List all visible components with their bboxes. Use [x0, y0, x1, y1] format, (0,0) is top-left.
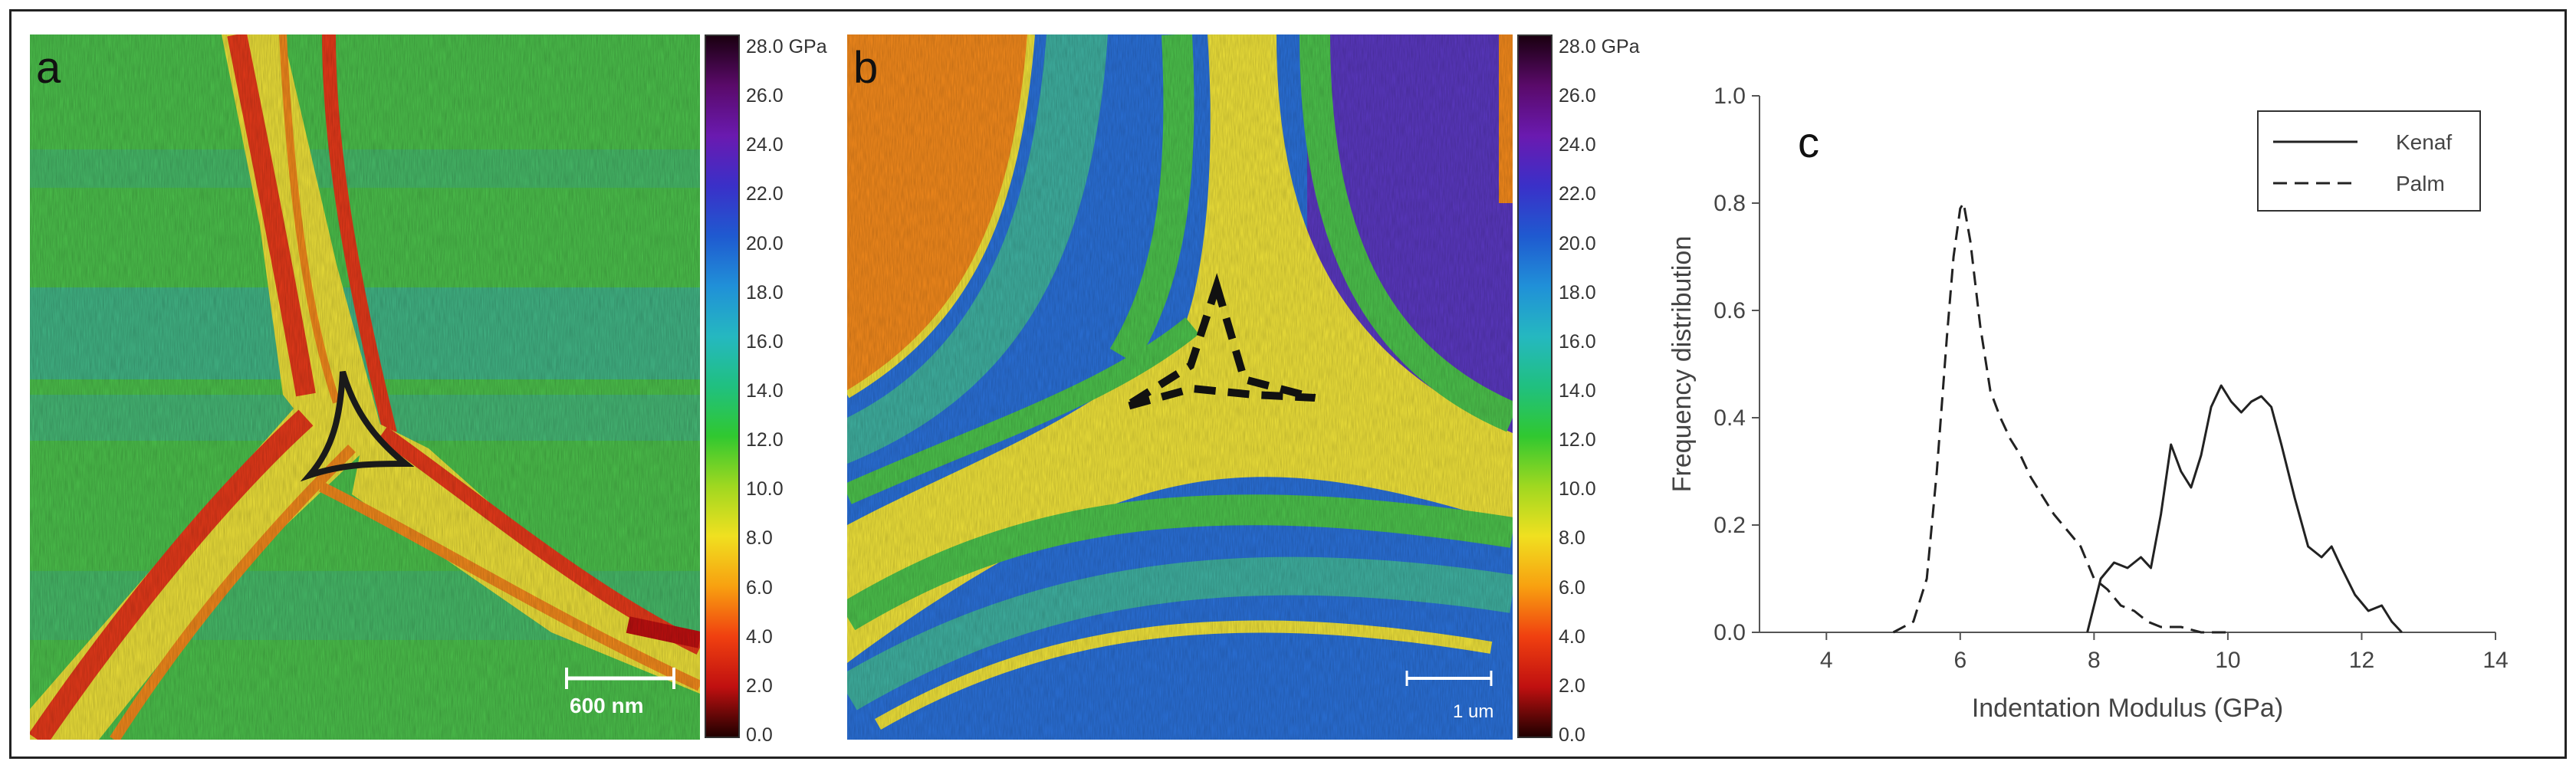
colorbar-a-tick: 20.0 — [746, 232, 784, 254]
colorbar-b-tick: 2.0 — [1559, 674, 1585, 697]
panel-a-map — [30, 34, 700, 740]
x-tick-label: 4 — [1820, 648, 1833, 673]
colorbar-a — [705, 34, 740, 738]
colorbar-a-tick: 4.0 — [746, 625, 773, 648]
y-tick-label: 0.0 — [1714, 620, 1746, 645]
colorbar-b-tick: 0.0 — [1559, 724, 1585, 746]
colorbar-b-tick: 10.0 — [1559, 478, 1596, 501]
scale-bar-b-label: 1 um — [1453, 701, 1494, 722]
colorbar-b-tick: 12.0 — [1559, 429, 1596, 451]
series-palm-line — [1892, 202, 2228, 634]
colorbar-a-tick: 10.0 — [746, 478, 784, 501]
colorbar-a-tick: 6.0 — [746, 576, 773, 599]
panel-c-chart: 4 6 8 10 12 14 0.0 0.2 0.4 0.6 0.8 1.0 Indentation M… — [1668, 84, 2509, 723]
x-axis-label: Indentation Modulus (GPa) — [1972, 694, 2283, 723]
x-tick-label: 10 — [2215, 648, 2240, 673]
y-tick-label: 0.6 — [1714, 298, 1746, 323]
panel-b-map — [847, 34, 1513, 740]
colorbar-a-tick: 26.0 — [746, 85, 784, 107]
y-axis-label: Frequency distribution — [1668, 236, 1697, 493]
colorbar-b-tick: 4.0 — [1559, 625, 1585, 648]
indent-triangle-a — [300, 370, 415, 482]
colorbar-b-tick: 20.0 — [1559, 232, 1596, 254]
y-tick-label: 0.2 — [1714, 513, 1746, 538]
colorbar-b-tick: 18.0 — [1559, 281, 1596, 304]
colorbar-a-tick: 0.0 — [746, 724, 773, 746]
colorbar-b-tick: 16.0 — [1559, 330, 1596, 353]
legend-label-palm: Palm — [2396, 172, 2445, 195]
scale-bar-a-label: 600 nm — [570, 694, 644, 717]
figure-frame: 600 nm a 28.0 GPa 26.0 24.0 22.0 20.0 18.0 16.… — [9, 9, 2567, 759]
colorbar-a-tick: 18.0 — [746, 281, 784, 304]
colorbar-a-tick: 8.0 — [746, 527, 773, 550]
colorbar-b-tick: 28.0 GPa — [1559, 36, 1640, 57]
x-tick-label: 8 — [2088, 648, 2101, 673]
colorbar-b-tick: 24.0 — [1559, 134, 1596, 156]
series-kenaf-line — [2086, 384, 2403, 634]
panel-c-label: c — [1798, 118, 1819, 166]
colorbar-b-tick: 8.0 — [1559, 527, 1585, 550]
legend-label-kenaf: Kenaf — [2396, 130, 2452, 154]
colorbar-a-tick: 2.0 — [746, 674, 773, 697]
y-tick-label: 0.4 — [1714, 405, 1746, 431]
colorbar-a-tick: 16.0 — [746, 330, 784, 353]
colorbar-a-tick: 28.0 GPa — [746, 36, 827, 57]
colorbar-b-tick: 14.0 — [1559, 380, 1596, 402]
colorbar-a-ticks: 28.0 GPa 26.0 24.0 22.0 20.0 18.0 16.0 14.0 12.0… — [746, 34, 853, 746]
x-tick-label: 14 — [2482, 648, 2508, 673]
colorbar-a-tick: 22.0 — [746, 183, 784, 205]
colorbar-b-tick: 26.0 — [1559, 85, 1596, 107]
colorbar-b-tick: 22.0 — [1559, 183, 1596, 205]
indent-triangle-b — [1122, 273, 1316, 411]
colorbar-b-ticks: 28.0 GPa 26.0 24.0 22.0 20.0 18.0 16.0 14.0 12.0… — [1559, 34, 1666, 746]
colorbar-a-tick: 12.0 — [746, 429, 784, 451]
y-tick-label: 0.8 — [1714, 191, 1746, 216]
colorbar-b — [1517, 34, 1552, 738]
legend-box — [2257, 110, 2481, 212]
colorbar-a-tick: 24.0 — [746, 134, 784, 156]
x-tick-label: 6 — [1953, 648, 1967, 673]
colorbar-a-tick: 14.0 — [746, 380, 784, 402]
y-tick-label: 1.0 — [1714, 84, 1746, 109]
colorbar-b-tick: 6.0 — [1559, 576, 1585, 599]
panel-b-label: b — [853, 43, 879, 93]
panel-a-label: a — [36, 43, 61, 93]
x-tick-label: 12 — [2349, 648, 2374, 673]
